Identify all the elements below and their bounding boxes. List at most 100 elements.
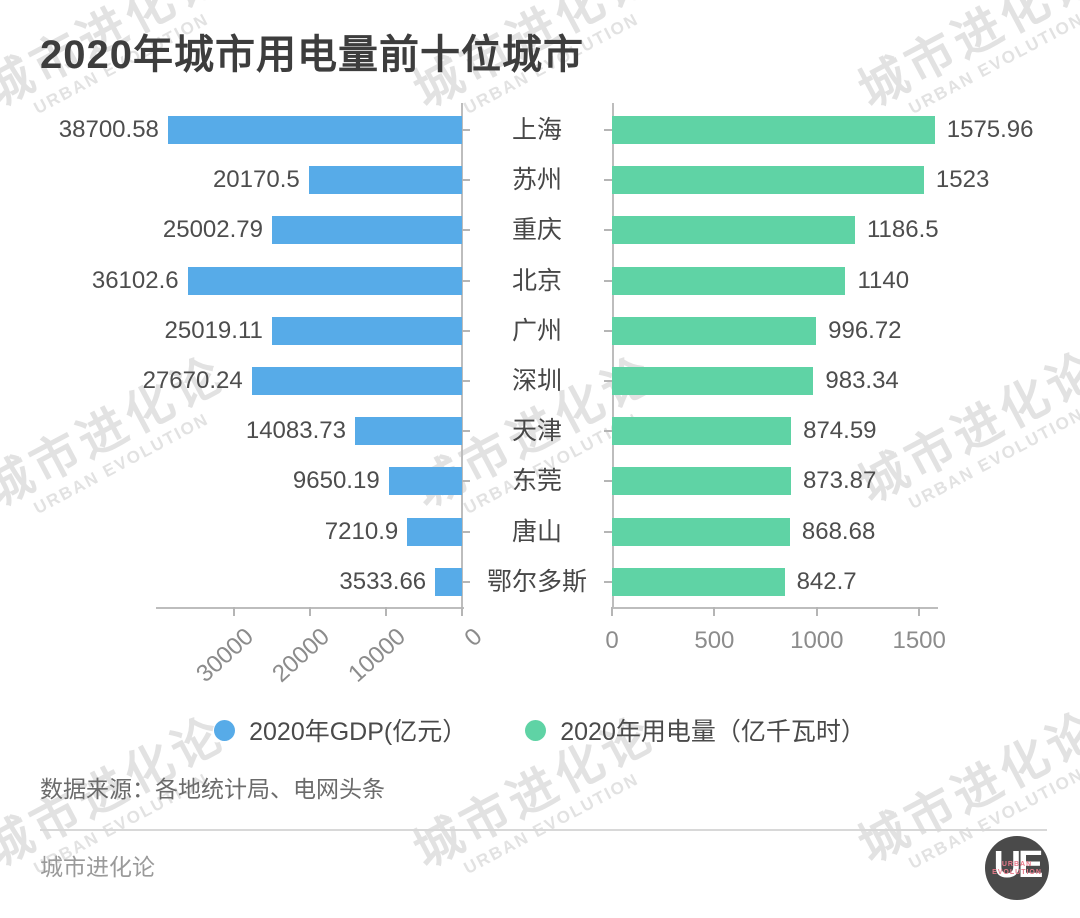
city-label: 唐山 bbox=[511, 517, 562, 546]
elec-axis-tick bbox=[713, 607, 716, 616]
footer-brand-text: 城市进化论 bbox=[40, 854, 155, 880]
elec-axis-tick-label: 1000 bbox=[790, 627, 844, 654]
gdp-bar bbox=[354, 417, 462, 446]
electricity-value-label: 868.68 bbox=[801, 517, 876, 545]
gdp-category-tick bbox=[462, 329, 470, 332]
city-label: 重庆 bbox=[511, 216, 562, 245]
elec-category-tick bbox=[604, 229, 612, 232]
gdp-value-label: 9650.19 bbox=[292, 467, 380, 495]
elec-category-tick bbox=[604, 480, 612, 483]
electricity-bar bbox=[612, 567, 785, 596]
legend-item-gdp: 2020年GDP(亿元） bbox=[214, 712, 467, 748]
logo-accent-line2: EVOLUTION bbox=[992, 869, 1042, 876]
city-label: 东莞 bbox=[511, 467, 562, 496]
elec-category-tick bbox=[604, 530, 612, 533]
chart-legend: 2020年GDP(亿元） 2020年用电量（亿千瓦时） bbox=[0, 712, 1080, 748]
city-label: 深圳 bbox=[511, 367, 562, 395]
gdp-category-tick bbox=[462, 229, 470, 232]
gdp-legend-label: 2020年GDP(亿元） bbox=[249, 718, 468, 746]
gdp-value-label: 7210.9 bbox=[324, 517, 399, 545]
electricity-value-label: 873.87 bbox=[802, 467, 877, 495]
gdp-bar bbox=[407, 517, 462, 546]
electricity-value-label: 1140 bbox=[857, 266, 910, 294]
city-label: 广州 bbox=[511, 316, 562, 345]
electricity-bar bbox=[612, 316, 817, 345]
gdp-axis-tick bbox=[385, 607, 387, 616]
gdp-category-tick bbox=[462, 530, 470, 533]
electricity-value-label: 983.34 bbox=[825, 367, 899, 394]
gdp-bar bbox=[271, 216, 462, 245]
elec-axis-tick bbox=[918, 607, 921, 616]
logo-accent-line1: URBAN bbox=[1001, 861, 1033, 868]
gdp-value-label: 27670.24 bbox=[142, 367, 243, 394]
gdp-bar bbox=[167, 116, 462, 144]
logo-letters: UE bbox=[993, 844, 1044, 886]
elec-axis-tick bbox=[611, 607, 613, 616]
elec-category-tick bbox=[604, 380, 612, 382]
city-label: 天津 bbox=[511, 417, 562, 446]
electricity-bar bbox=[612, 367, 814, 395]
elec-y-axis-line bbox=[612, 103, 614, 609]
elec-axis-tick bbox=[815, 607, 818, 616]
footer-divider bbox=[40, 829, 1047, 831]
electricity-legend-label: 2020年用电量（亿千瓦时） bbox=[560, 718, 866, 746]
city-label: 上海 bbox=[511, 116, 562, 144]
electricity-bar bbox=[612, 467, 791, 496]
legend-item-electricity: 2020年用电量（亿千瓦时） bbox=[525, 712, 866, 748]
gdp-bar bbox=[187, 266, 462, 295]
electricity-bar bbox=[612, 417, 792, 446]
elec-axis-tick-label: 0 bbox=[605, 627, 619, 654]
gdp-axis-tick-label: 20000 bbox=[267, 623, 336, 688]
gdp-value-label: 20170.5 bbox=[212, 166, 300, 194]
gdp-category-tick bbox=[462, 179, 470, 182]
elec-x-axis-line bbox=[612, 607, 938, 609]
elec-category-tick bbox=[604, 279, 612, 282]
gdp-axis-tick-label: 0 bbox=[459, 623, 488, 653]
elec-axis-tick-label: 500 bbox=[694, 627, 735, 654]
electricity-bar bbox=[612, 266, 846, 295]
gdp-category-tick bbox=[462, 480, 470, 483]
gdp-bar bbox=[435, 567, 462, 596]
gdp-category-tick bbox=[462, 129, 470, 131]
gdp-category-tick bbox=[462, 380, 470, 382]
electricity-value-label: 1523 bbox=[935, 166, 990, 194]
gdp-bar bbox=[308, 166, 462, 195]
gdp-value-label: 25002.79 bbox=[162, 216, 263, 244]
elec-category-tick bbox=[604, 129, 612, 131]
gdp-category-tick bbox=[462, 279, 470, 282]
gdp-bar bbox=[388, 467, 462, 496]
gdp-bar bbox=[271, 316, 462, 345]
electricity-legend-dot-icon bbox=[525, 719, 547, 741]
electricity-value-label: 996.72 bbox=[828, 316, 902, 344]
electricity-bar bbox=[612, 517, 790, 546]
gdp-axis-tick bbox=[461, 607, 463, 616]
data-source-note: 数据来源：各地统计局、电网头条 bbox=[40, 776, 385, 802]
gdp-value-label: 3533.66 bbox=[339, 567, 427, 595]
elec-category-tick bbox=[604, 430, 612, 433]
elec-category-tick bbox=[604, 580, 612, 583]
electricity-value-label: 1186.5 bbox=[866, 216, 939, 244]
electricity-bar bbox=[612, 116, 935, 144]
gdp-value-label: 25019.11 bbox=[164, 316, 263, 344]
electricity-value-label: 842.7 bbox=[796, 567, 857, 595]
city-label: 鄂尔多斯 bbox=[486, 567, 587, 596]
gdp-value-label: 36102.6 bbox=[91, 266, 179, 294]
electricity-bar bbox=[612, 216, 855, 245]
electricity-value-label: 1575.96 bbox=[946, 116, 1034, 143]
electricity-bar bbox=[612, 166, 924, 195]
gdp-axis-tick-label: 30000 bbox=[191, 623, 260, 688]
city-label: 苏州 bbox=[511, 166, 562, 195]
electricity-value-label: 874.59 bbox=[803, 417, 877, 445]
gdp-axis-tick-label: 10000 bbox=[343, 623, 412, 688]
gdp-axis-tick bbox=[309, 607, 311, 616]
elec-category-tick bbox=[604, 179, 612, 182]
gdp-value-label: 14083.73 bbox=[245, 417, 346, 445]
gdp-bar bbox=[251, 367, 462, 395]
gdp-y-axis-line bbox=[461, 103, 463, 609]
chart-title: 2020年城市用电量前十位城市 bbox=[40, 33, 584, 77]
gdp-legend-dot-icon bbox=[214, 719, 236, 741]
elec-axis-tick-label: 1500 bbox=[892, 627, 946, 654]
